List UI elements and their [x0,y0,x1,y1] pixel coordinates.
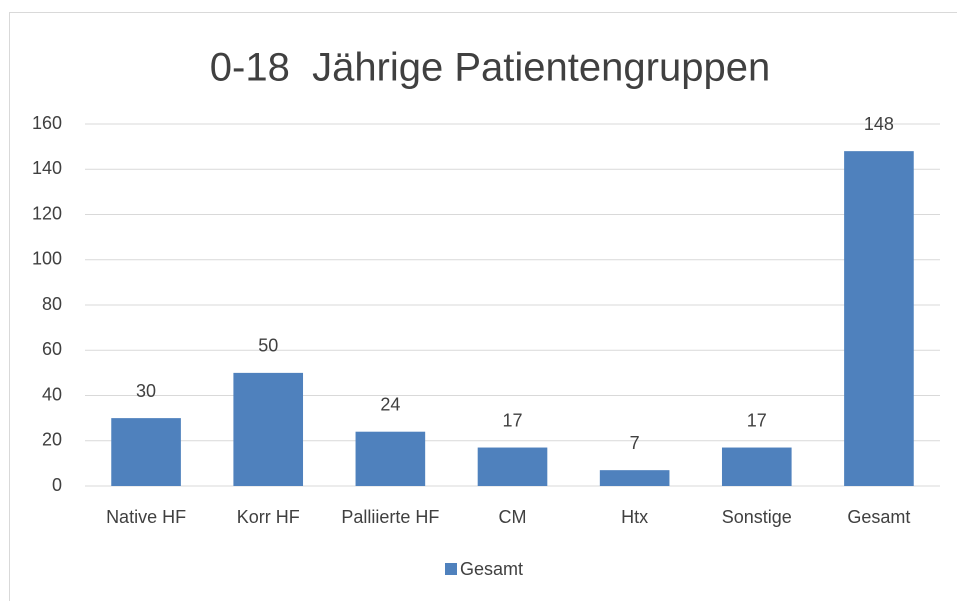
data-label: 7 [630,433,640,453]
bar [477,447,548,486]
chart-title: 0-18 Jährige Patientengruppen [210,46,770,90]
bar [599,470,670,486]
data-label: 17 [502,410,522,430]
bar [721,447,792,486]
y-tick-label: 160 [32,113,62,133]
legend-swatch [445,563,457,575]
x-tick-label: Palliierte HF [341,507,439,527]
y-tick-label: 140 [32,158,62,178]
x-tick-label: Native HF [106,507,186,527]
y-tick-label: 80 [42,294,62,314]
data-label: 17 [747,410,767,430]
x-tick-label: Sonstige [722,507,792,527]
x-tick-label: CM [499,507,527,527]
x-tick-label: Korr HF [237,507,300,527]
bar [355,431,426,486]
data-label: 30 [136,381,156,401]
x-tick-label: Gesamt [847,507,910,527]
y-tick-label: 120 [32,203,62,223]
bar [233,372,304,486]
y-tick-label: 100 [32,249,62,269]
data-label: 24 [380,394,400,414]
x-tick-label: Htx [621,507,648,527]
data-label: 148 [864,114,894,134]
bar [844,151,914,486]
y-tick-label: 20 [42,430,62,450]
y-tick-label: 60 [42,339,62,359]
y-tick-label: 40 [42,384,62,404]
data-label: 50 [258,336,278,356]
legend-label: Gesamt [460,559,523,579]
bar [111,418,181,486]
y-tick-label: 0 [52,475,62,495]
